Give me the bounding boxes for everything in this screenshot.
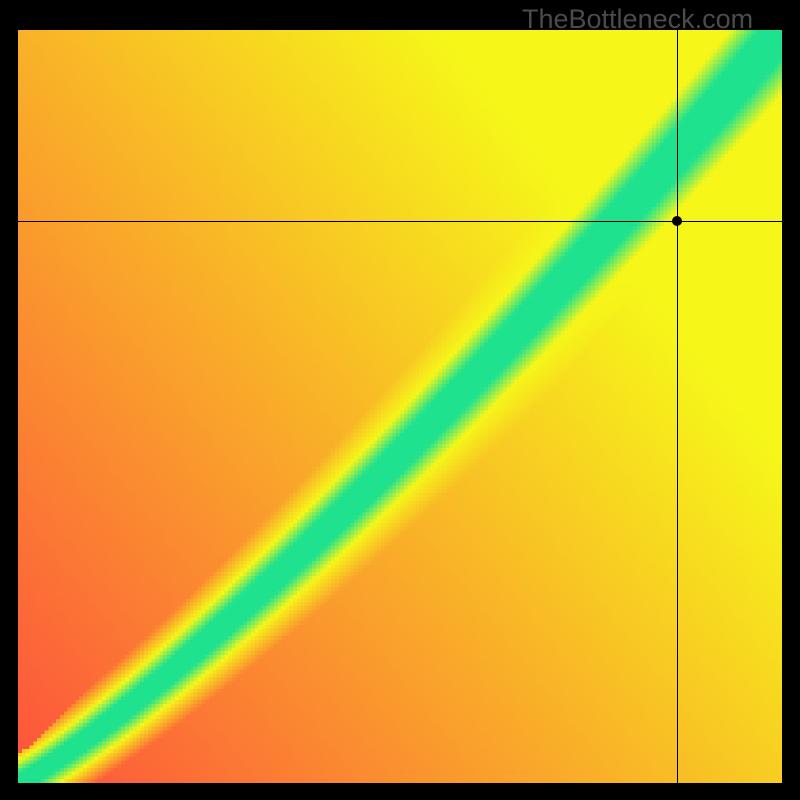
chart-container: TheBottleneck.com — [0, 0, 800, 800]
plot-area — [18, 30, 782, 783]
watermark-text: TheBottleneck.com — [522, 4, 753, 35]
bottleneck-heatmap — [18, 30, 782, 783]
